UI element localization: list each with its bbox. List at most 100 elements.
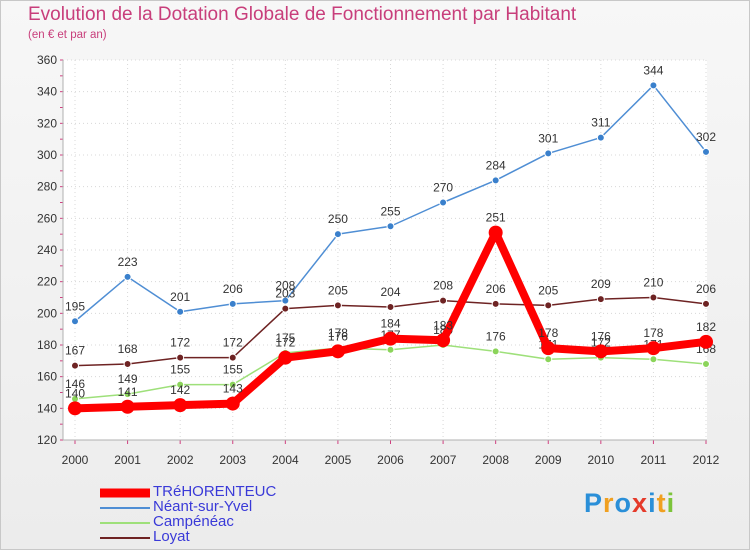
data-label-trehorenteuc: 251 [486, 211, 506, 225]
data-label-trehorenteuc: 143 [223, 382, 243, 396]
data-point-loyat [281, 304, 290, 313]
logo-letter: o [614, 488, 633, 518]
legend-label: Campénéac [153, 513, 234, 530]
data-label-neant-sur-yvel: 250 [328, 212, 348, 226]
data-label-trehorenteuc: 183 [433, 318, 453, 332]
data-label-neant-sur-yvel: 302 [696, 130, 716, 144]
chart-title: Evolution de la Dotation Globale de Fonc… [28, 4, 577, 25]
data-label-neant-sur-yvel: 206 [223, 282, 243, 296]
data-point-loyat [333, 301, 342, 310]
data-label-neant-sur-yvel: 195 [65, 299, 85, 313]
legend-swatch [100, 521, 150, 524]
legend-label: Loyat [153, 528, 190, 545]
proxiti-logo: Proxiti [584, 488, 675, 519]
logo-letter: r [603, 488, 615, 518]
y-tick-label: 360 [37, 53, 57, 67]
data-point-trehorenteuc [68, 401, 82, 416]
data-point-neant-sur-yvel [386, 222, 395, 231]
x-tick-label: 2008 [482, 453, 509, 467]
data-point-neant-sur-yvel [439, 198, 448, 207]
data-label-loyat: 206 [486, 282, 506, 296]
data-point-trehorenteuc [120, 399, 135, 414]
legend-swatch [100, 506, 150, 509]
y-tick-label: 180 [37, 338, 57, 352]
data-label-neant-sur-yvel: 223 [118, 255, 138, 269]
data-point-neant-sur-yvel [333, 230, 342, 239]
data-label-trehorenteuc: 142 [170, 383, 190, 397]
data-point-campeneac [123, 390, 132, 399]
data-point-trehorenteuc [699, 334, 713, 349]
data-point-neant-sur-yvel [491, 176, 500, 185]
data-label-trehorenteuc: 178 [643, 326, 663, 340]
x-tick-label: 2002 [167, 453, 194, 467]
data-point-trehorenteuc [383, 331, 398, 346]
data-label-trehorenteuc: 176 [328, 329, 348, 343]
data-point-trehorenteuc [278, 350, 293, 365]
data-point-trehorenteuc [225, 396, 240, 411]
data-point-neant-sur-yvel [649, 81, 658, 90]
legend-swatch [100, 536, 150, 539]
x-tick-label: 2011 [641, 453, 667, 467]
x-tick-label: 2012 [693, 453, 720, 467]
data-label-campeneac: 155 [223, 363, 243, 377]
x-tick-label: 2001 [114, 453, 141, 467]
data-point-campeneac [228, 380, 237, 389]
line-chart: 120 140 160 180 200 220 240 260 280 300 320 340 360 2… [37, 53, 720, 467]
chart-subtitle: (en € et par an) [28, 29, 107, 41]
data-label-trehorenteuc: 176 [591, 329, 611, 343]
logo-letter: P [584, 488, 604, 518]
logo-letter: i [648, 488, 657, 518]
data-label-neant-sur-yvel: 201 [170, 290, 190, 304]
data-label-loyat: 204 [380, 285, 400, 299]
y-tick-label: 120 [37, 433, 57, 447]
data-point-trehorenteuc [488, 225, 503, 240]
legend-label: TRéHORENTEUC [153, 483, 277, 500]
data-point-neant-sur-yvel [71, 317, 79, 326]
data-point-campeneac [386, 345, 395, 354]
data-point-loyat [71, 361, 79, 370]
data-point-campeneac [491, 347, 500, 356]
data-point-trehorenteuc [541, 341, 556, 356]
x-tick-label: 2009 [535, 453, 562, 467]
logo-letter: i [666, 488, 676, 518]
data-label-loyat: 209 [591, 277, 611, 291]
data-label-campeneac: 149 [118, 372, 138, 386]
data-label-trehorenteuc: 141 [118, 385, 138, 399]
data-label-loyat: 210 [643, 276, 663, 290]
data-label-neant-sur-yvel: 301 [538, 131, 558, 145]
data-label-campeneac: 172 [591, 336, 611, 350]
data-point-trehorenteuc [330, 344, 345, 359]
data-point-trehorenteuc [436, 333, 451, 348]
x-tick-label: 2000 [62, 453, 89, 467]
data-label-loyat: 208 [433, 279, 453, 293]
data-label-neant-sur-yvel: 284 [486, 158, 506, 172]
legend-label: Néant-sur-Yvel [153, 498, 253, 515]
data-label-campeneac: 155 [170, 363, 190, 377]
x-tick-label: 2005 [325, 453, 352, 467]
logo-letter: x [632, 488, 649, 518]
y-tick-label: 140 [37, 401, 57, 415]
data-point-neant-sur-yvel [281, 296, 290, 305]
y-tick-label: 340 [37, 85, 57, 99]
data-point-loyat [228, 353, 237, 362]
data-label-loyat: 205 [328, 283, 348, 297]
data-point-neant-sur-yvel [176, 307, 185, 316]
data-point-trehorenteuc [646, 341, 661, 356]
data-label-neant-sur-yvel: 208 [275, 279, 295, 293]
data-point-loyat [596, 295, 605, 304]
y-tick-label: 160 [37, 370, 57, 384]
data-point-campeneac [649, 355, 658, 364]
data-point-loyat [491, 299, 500, 308]
data-label-trehorenteuc: 184 [380, 317, 400, 331]
data-label-loyat: 167 [65, 344, 85, 358]
y-tick-label: 320 [37, 116, 57, 130]
y-tick-label: 200 [37, 306, 57, 320]
data-label-neant-sur-yvel: 311 [591, 116, 610, 130]
data-point-loyat [439, 296, 448, 305]
data-point-neant-sur-yvel [544, 149, 553, 158]
data-point-neant-sur-yvel [123, 272, 132, 281]
data-label-trehorenteuc: 140 [65, 386, 85, 400]
logo-letter: t [656, 488, 667, 518]
data-label-campeneac: 176 [486, 329, 506, 343]
legend-swatch [100, 488, 150, 497]
